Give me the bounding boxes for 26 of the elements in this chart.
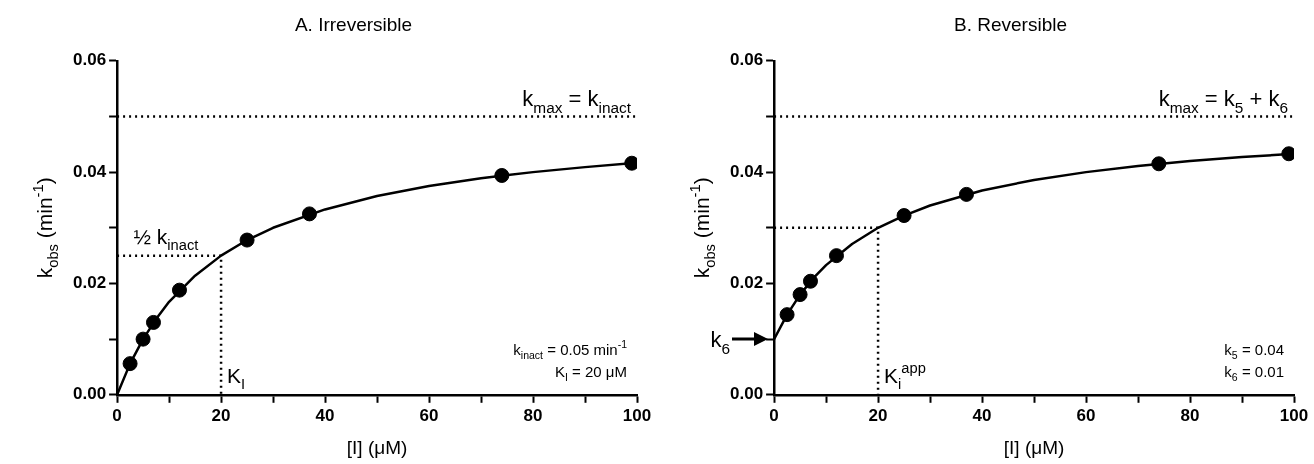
chart-title: A. Irreversible [294,13,413,35]
y-tick-label: 0.04 [729,161,764,181]
x-tick-label: 100 [622,405,652,425]
x-tick-label: 100 [1279,405,1309,425]
y-tick-label: 0.02 [72,273,107,293]
x-tick-label: 20 [211,405,231,425]
x-tick-label: 40 [972,405,992,425]
x-tick-label: 60 [419,405,439,425]
x-tick-label: 0 [112,405,122,425]
x-tick-label: 80 [1180,405,1200,425]
y-tick-label: 0.00 [729,384,764,404]
chart-title: B. Reversible [954,13,1067,35]
x-axis-title: [I] (μM) [346,436,408,458]
y-tick-label: 0.00 [72,384,107,404]
x-axis-title: [I] (μM) [1003,436,1065,458]
y-tick-label: 0.06 [729,50,764,70]
x-tick-label: 0 [769,405,779,425]
y-axis-title: kobs (min-1) [29,177,62,279]
x-tick-label: 40 [315,405,335,425]
x-tick-label: 60 [1076,405,1096,425]
y-tick-label: 0.02 [729,273,764,293]
x-tick-label: 80 [523,405,543,425]
y-tick-label: 0.06 [72,50,107,70]
y-axis-title: kobs (min-1) [686,177,719,279]
x-tick-label: 20 [868,405,888,425]
y-tick-label: 0.04 [72,161,107,181]
